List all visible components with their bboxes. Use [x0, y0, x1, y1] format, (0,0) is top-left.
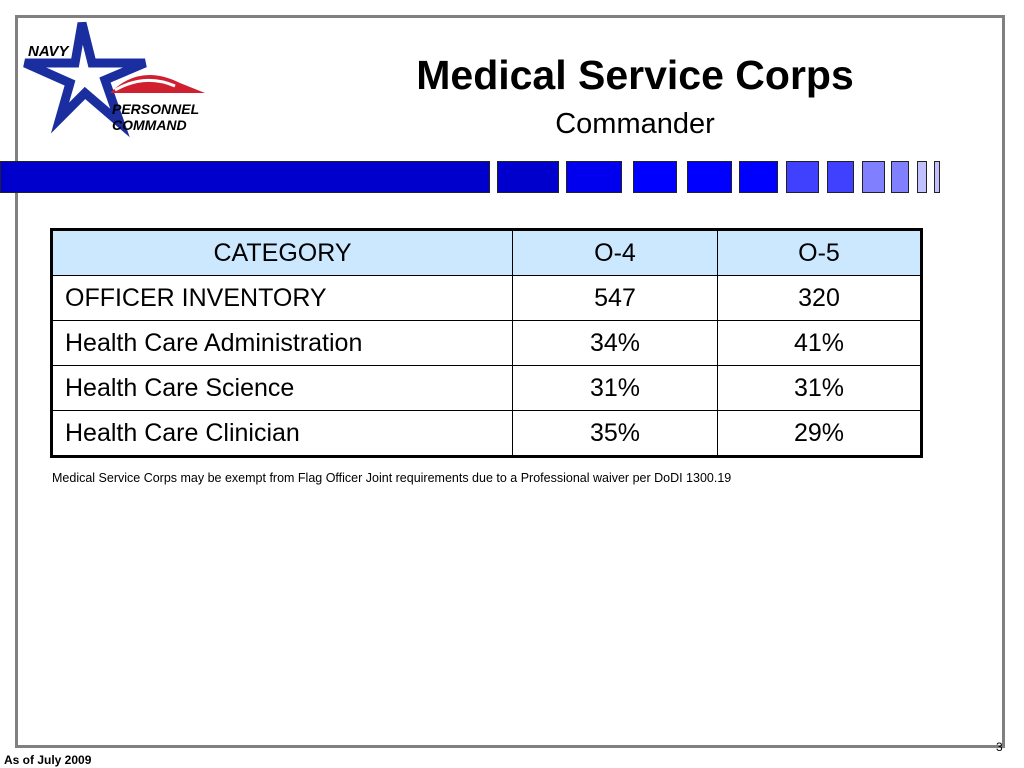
bar-segment	[862, 161, 885, 193]
table-row: OFFICER INVENTORY 547 320	[51, 275, 922, 321]
as-of-date: As of July 2009	[4, 753, 92, 767]
o5-value: 320	[717, 275, 922, 321]
bar-segment	[566, 161, 622, 193]
header-o4: O-4	[512, 229, 718, 276]
bar-segment	[786, 161, 819, 193]
footnote: Medical Service Corps may be exempt from…	[52, 471, 732, 485]
o5-value: 31%	[717, 365, 922, 411]
svg-text:NAVY: NAVY	[28, 43, 71, 60]
page-subtitle: Commander	[555, 108, 715, 140]
bar-segment	[917, 161, 927, 193]
bar-segment	[633, 161, 677, 193]
header-category: CATEGORY	[51, 229, 513, 276]
o5-value: 41%	[717, 320, 922, 366]
table-header-row: CATEGORY O-4 O-5	[51, 229, 922, 276]
row-label: Health Care Science	[51, 365, 513, 411]
bar-segment	[827, 161, 854, 193]
o4-value: 35%	[512, 410, 718, 457]
bar-segment	[739, 161, 778, 193]
o4-value: 34%	[512, 320, 718, 366]
slide-frame	[15, 15, 1005, 748]
row-label: Health Care Administration	[51, 320, 513, 366]
table-row: Health Care Administration 34% 41%	[51, 320, 922, 366]
page-title: Medical Service Corps	[416, 52, 854, 98]
o4-value: 31%	[512, 365, 718, 411]
o4-value: 547	[512, 275, 718, 321]
page-number: 3	[996, 740, 1003, 754]
svg-text:COMMAND: COMMAND	[112, 117, 187, 133]
row-label: Health Care Clinician	[51, 410, 513, 457]
table-row: Health Care Clinician 35% 29%	[51, 410, 922, 457]
o5-value: 29%	[717, 410, 922, 457]
navy-personnel-command-logo: NAVY PERSONNEL COMMAND	[23, 21, 205, 138]
bar-segment	[934, 161, 940, 193]
table-row: Health Care Science 31% 31%	[51, 365, 922, 411]
svg-text:PERSONNEL: PERSONNEL	[112, 101, 199, 117]
bar-segment	[0, 161, 490, 193]
row-label: OFFICER INVENTORY	[51, 275, 513, 321]
officer-data-table: CATEGORY O-4 O-5 OFFICER INVENTORY 547 320…	[50, 228, 923, 458]
bar-segment	[497, 161, 559, 193]
bar-segment	[687, 161, 732, 193]
bar-segment	[891, 161, 909, 193]
header-o5: O-5	[717, 229, 922, 276]
